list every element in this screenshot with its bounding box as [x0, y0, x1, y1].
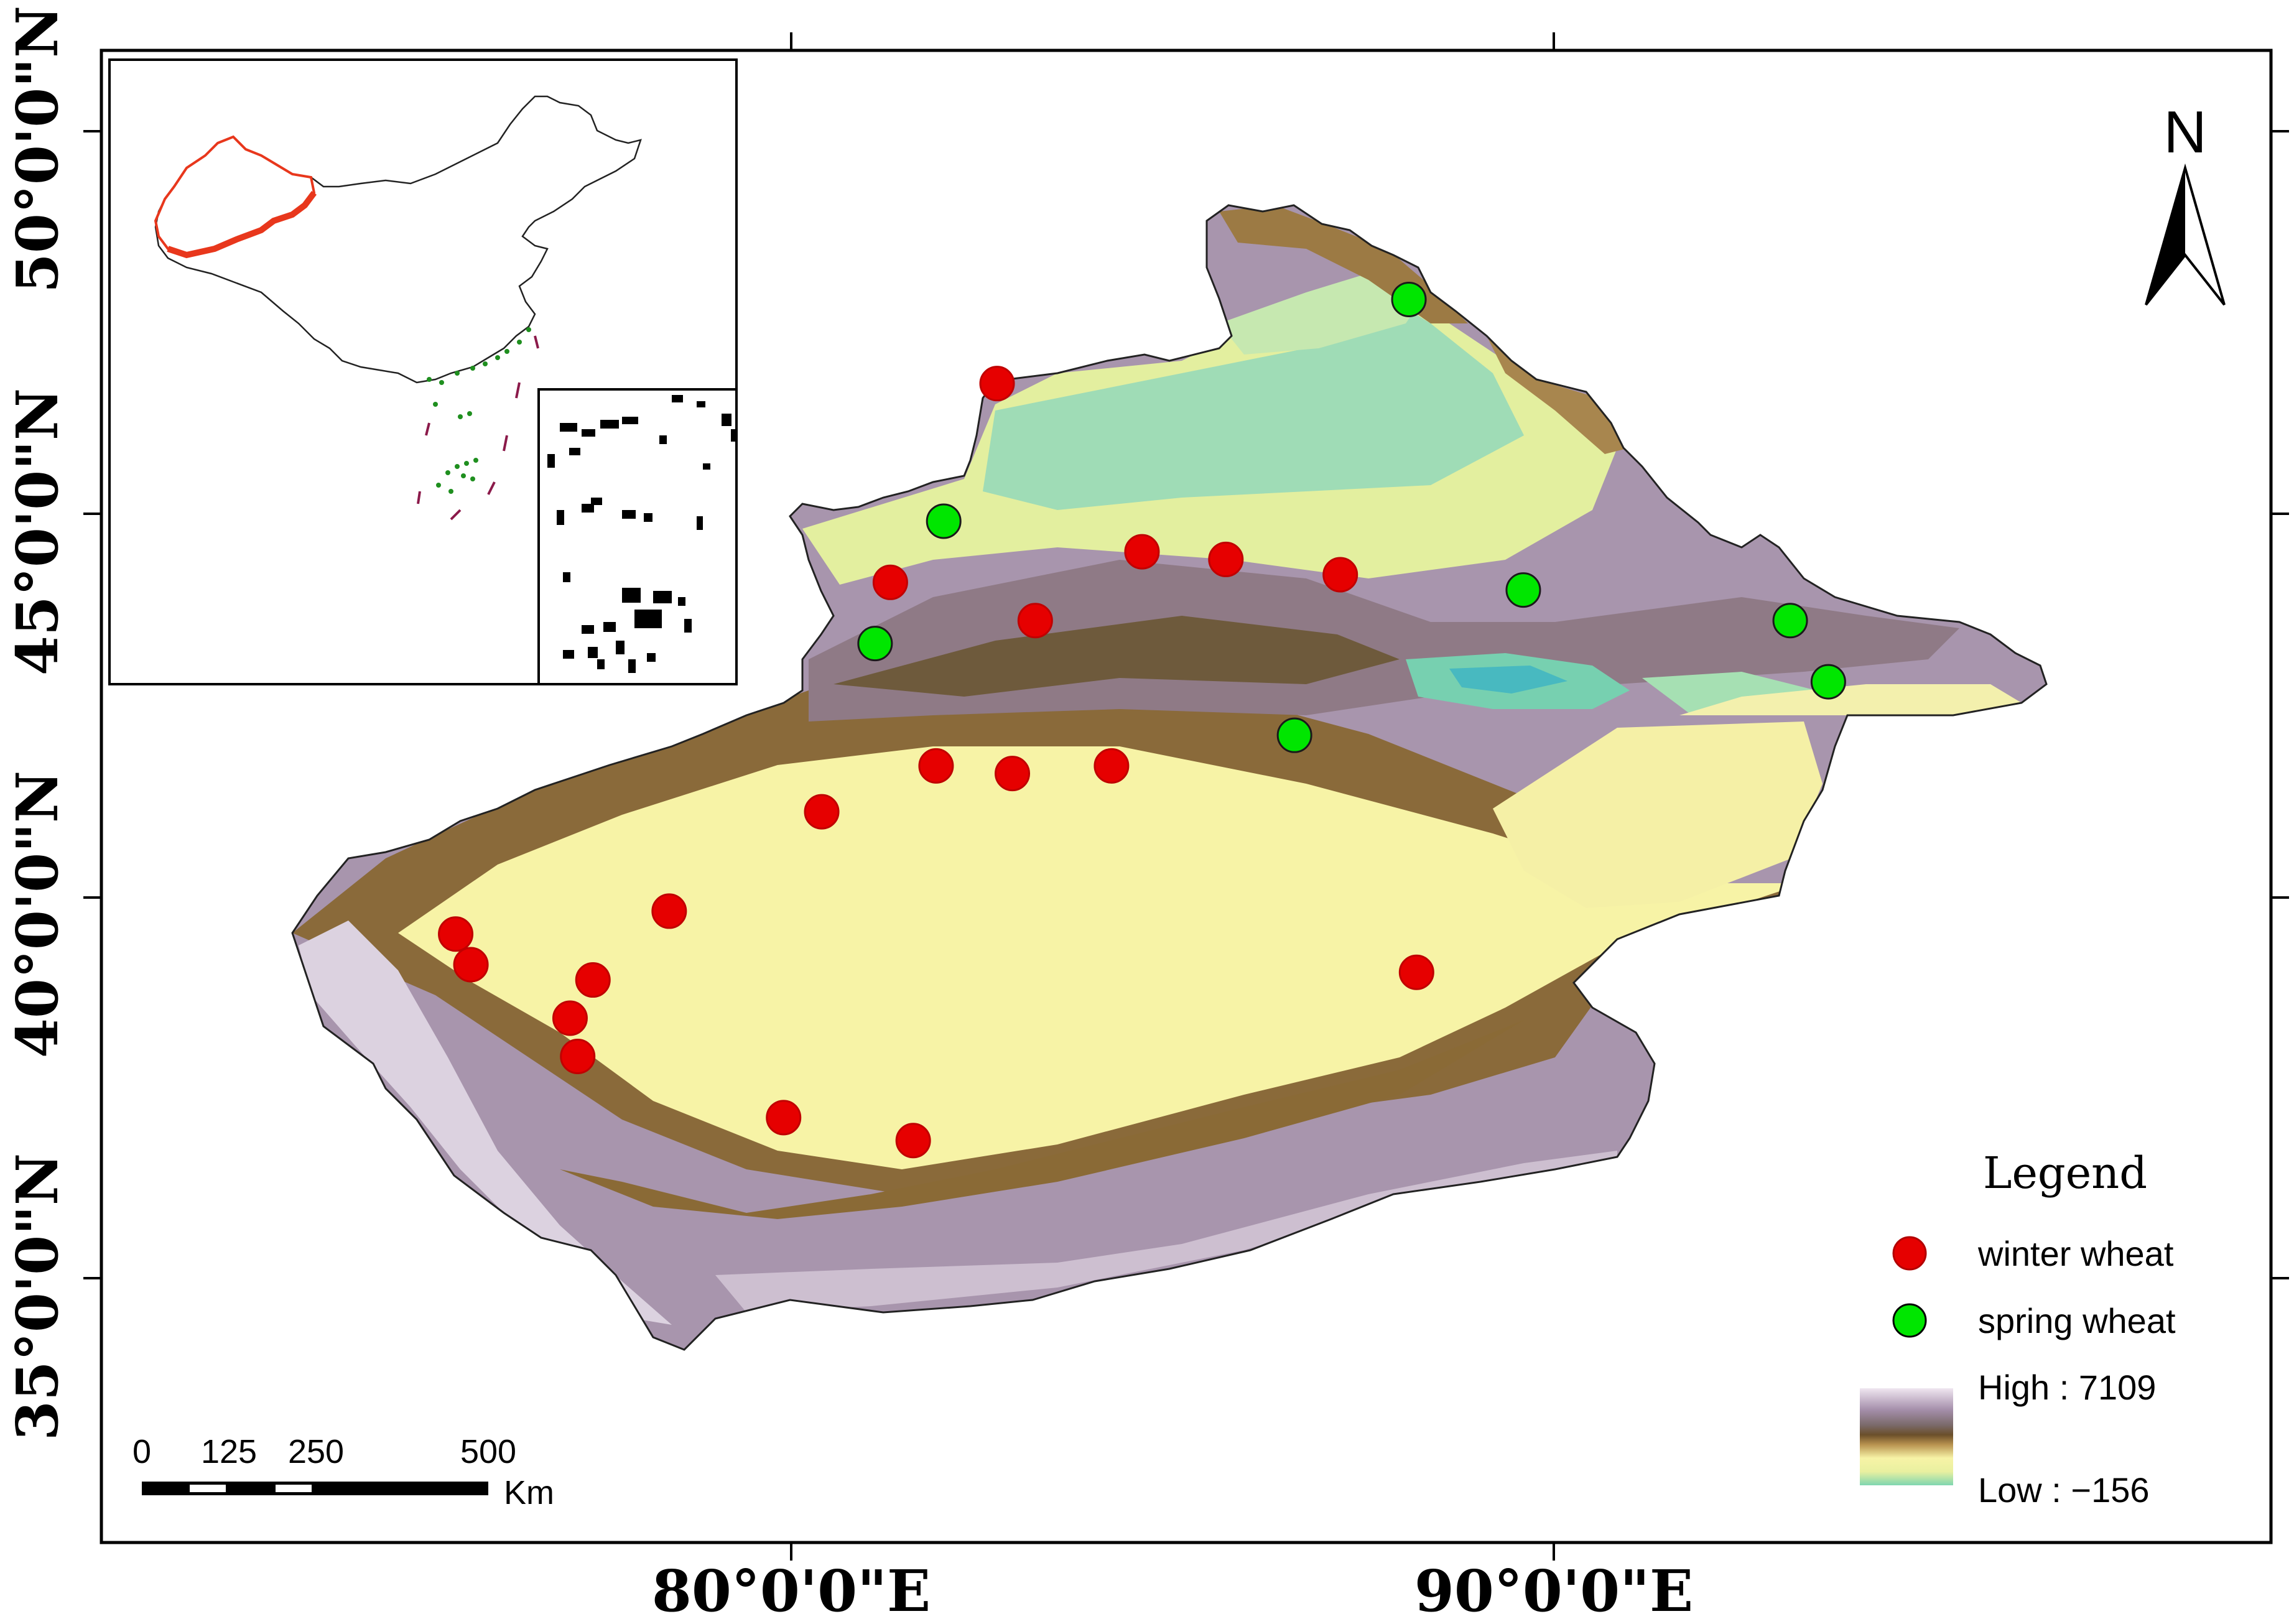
winter-wheat-station-2 — [1124, 534, 1160, 570]
spring-wheat-swatch — [1892, 1303, 1927, 1338]
winter-wheat-station-7 — [918, 748, 954, 784]
winter-wheat-station-3 — [1208, 541, 1244, 577]
winter-wheat-station-10 — [804, 794, 840, 830]
winter-wheat-label: winter wheat — [1977, 1234, 2174, 1273]
legend: Legend winter wheat spring wheat High : … — [1860, 1148, 2176, 1510]
scale-tick-125: 125 — [201, 1433, 257, 1470]
lat-label-35: 35°0'0"N — [4, 1153, 71, 1441]
lat-label-40: 40°0'0"N — [4, 771, 71, 1058]
scale-tick-0: 0 — [132, 1433, 151, 1470]
spring-wheat-station-3 — [857, 626, 893, 662]
xinjiang-south-border-inset — [167, 191, 317, 259]
winter-wheat-station-4 — [1322, 557, 1358, 593]
subinset-islands — [547, 395, 736, 673]
spring-wheat-station-6 — [1810, 664, 1846, 700]
winter-wheat-station-1 — [979, 366, 1015, 402]
stations-layer — [438, 281, 1846, 1159]
lon-label-90: 90°0'0"E — [1414, 1557, 1693, 1624]
elevation-low-label: Low : −156 — [1978, 1470, 2150, 1510]
nine-dash-line — [417, 335, 539, 521]
winter-wheat-station-15 — [552, 1000, 588, 1036]
winter-wheat-station-12 — [438, 916, 474, 952]
north-arrow: N — [2145, 99, 2226, 306]
lat-label-50: 50°0'0"N — [4, 6, 71, 293]
winter-wheat-station-5 — [872, 564, 908, 600]
winter-wheat-station-11 — [651, 893, 687, 929]
scale-tick-500: 500 — [460, 1433, 516, 1470]
winter-wheat-station-8 — [995, 756, 1031, 792]
spring-wheat-station-7 — [1276, 717, 1312, 753]
china-inset-map — [108, 58, 738, 685]
scale-bar: 0 125 250 500 Km — [132, 1433, 554, 1511]
spring-wheat-station-2 — [926, 503, 962, 539]
latitude-labels: 50°0'0"N 45°0'0"N 40°0'0"N 35°0'0"N — [4, 6, 71, 1441]
spring-wheat-station-5 — [1772, 603, 1808, 639]
legend-title: Legend — [1983, 1148, 2147, 1199]
south-sea-subinset — [537, 388, 738, 685]
south-china-sea-islands — [427, 327, 531, 494]
winter-wheat-station-14 — [575, 962, 611, 998]
winter-wheat-station-19 — [1398, 954, 1434, 990]
winter-wheat-station-9 — [1094, 748, 1130, 784]
spring-wheat-station-1 — [1391, 281, 1427, 317]
scale-tick-250: 250 — [288, 1433, 344, 1470]
lat-label-45: 45°0'0"N — [4, 388, 71, 675]
elevation-gradient-bar — [1860, 1388, 1953, 1485]
winter-wheat-station-13 — [453, 947, 489, 983]
winter-wheat-station-16 — [560, 1038, 596, 1074]
winter-wheat-station-6 — [1017, 603, 1053, 639]
china-outline — [154, 95, 642, 384]
spring-wheat-label: spring wheat — [1978, 1301, 2176, 1340]
winter-wheat-station-18 — [895, 1123, 931, 1159]
lon-label-80: 80°0'0"E — [652, 1557, 931, 1624]
graticule-ticks — [83, 32, 2289, 1561]
scale-unit: Km — [504, 1474, 554, 1511]
spring-wheat-station-4 — [1505, 572, 1541, 608]
elevation-high-label: High : 7109 — [1978, 1368, 2156, 1407]
winter-wheat-swatch — [1892, 1236, 1927, 1271]
north-arrow-label: N — [2163, 99, 2206, 165]
winter-wheat-station-17 — [766, 1100, 802, 1136]
